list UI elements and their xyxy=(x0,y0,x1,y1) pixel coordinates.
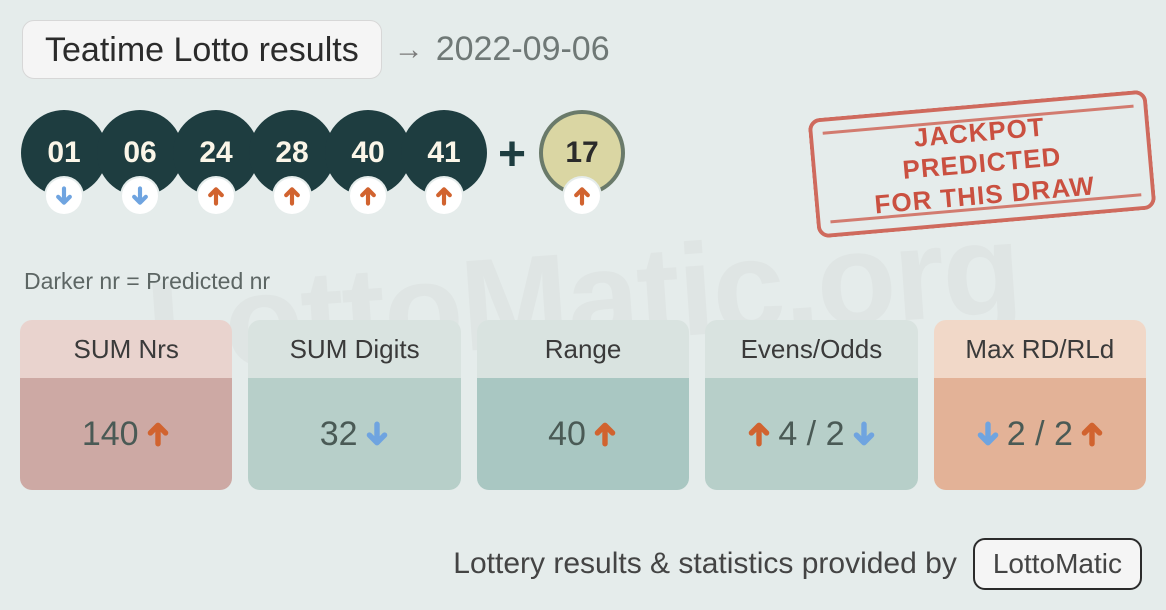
main-ball: 06 xyxy=(98,110,182,214)
trend-up-icon xyxy=(746,421,772,447)
trend-up-icon xyxy=(572,186,592,206)
stat-card-title: SUM Digits xyxy=(248,320,460,378)
stat-card: Evens/Odds 4 / 2 xyxy=(705,320,917,490)
jackpot-stamp: JACKPOT PREDICTED FOR THIS DRAW xyxy=(807,89,1156,238)
header: Teatime Lotto results → 2022-09-06 xyxy=(22,20,610,79)
stat-card-title: Max RD/RLd xyxy=(934,320,1146,378)
arrow-right-icon: → xyxy=(394,33,424,67)
trend-badge xyxy=(274,178,310,214)
main-ball: 40 xyxy=(326,110,410,214)
trend-up-icon xyxy=(358,186,378,206)
trend-down-icon xyxy=(975,421,1001,447)
stat-value: 40 xyxy=(548,415,586,454)
stat-card-title: SUM Nrs xyxy=(20,320,232,378)
trend-down-icon xyxy=(364,421,390,447)
trend-down-icon xyxy=(851,421,877,447)
stat-card: Range 40 xyxy=(477,320,689,490)
stat-card-body: 140 xyxy=(20,378,232,490)
stat-card-title: Evens/Odds xyxy=(705,320,917,378)
stat-card-body: 4 / 2 xyxy=(705,378,917,490)
trend-badge xyxy=(350,178,386,214)
footer-text: Lottery results & statistics provided by xyxy=(453,547,957,581)
trend-badge xyxy=(46,178,82,214)
trend-badge xyxy=(122,178,158,214)
stat-card-title: Range xyxy=(477,320,689,378)
stat-card-body: 40 xyxy=(477,378,689,490)
stat-value: 140 xyxy=(82,415,139,454)
trend-up-icon xyxy=(206,186,226,206)
stat-card-body: 32 xyxy=(248,378,460,490)
trend-up-icon xyxy=(592,421,618,447)
result-date: 2022-09-06 xyxy=(436,30,610,69)
plus-icon: + xyxy=(498,127,526,182)
main-ball: 41 xyxy=(402,110,486,214)
stat-value: 32 xyxy=(320,415,358,454)
trend-up-icon xyxy=(145,421,171,447)
page-title: Teatime Lotto results xyxy=(22,20,382,79)
trend-badge xyxy=(426,178,462,214)
stat-card: Max RD/RLd 2 / 2 xyxy=(934,320,1146,490)
main-ball: 24 xyxy=(174,110,258,214)
trend-badge xyxy=(198,178,234,214)
main-ball: 01 xyxy=(22,110,106,214)
stat-card-body: 2 / 2 xyxy=(934,378,1146,490)
trend-up-icon xyxy=(434,186,454,206)
trend-up-icon xyxy=(282,186,302,206)
trend-up-icon xyxy=(1079,421,1105,447)
main-ball: 28 xyxy=(250,110,334,214)
trend-down-icon xyxy=(54,186,74,206)
legend-text: Darker nr = Predicted nr xyxy=(24,268,270,295)
brand-pill[interactable]: LottoMatic xyxy=(973,538,1142,590)
stats-cards: SUM Nrs 140 SUM Digits 32 Range 40 Evens… xyxy=(20,320,1146,490)
bonus-ball: 17 xyxy=(540,110,624,214)
balls-row: 01 06 24 28 40 41 xyxy=(22,110,616,214)
stat-card: SUM Nrs 140 xyxy=(20,320,232,490)
trend-badge xyxy=(564,178,600,214)
stat-pair: 4 / 2 xyxy=(778,415,844,454)
stat-card: SUM Digits 32 xyxy=(248,320,460,490)
stat-pair: 2 / 2 xyxy=(1007,415,1073,454)
trend-down-icon xyxy=(130,186,150,206)
footer: Lottery results & statistics provided by… xyxy=(453,538,1142,590)
